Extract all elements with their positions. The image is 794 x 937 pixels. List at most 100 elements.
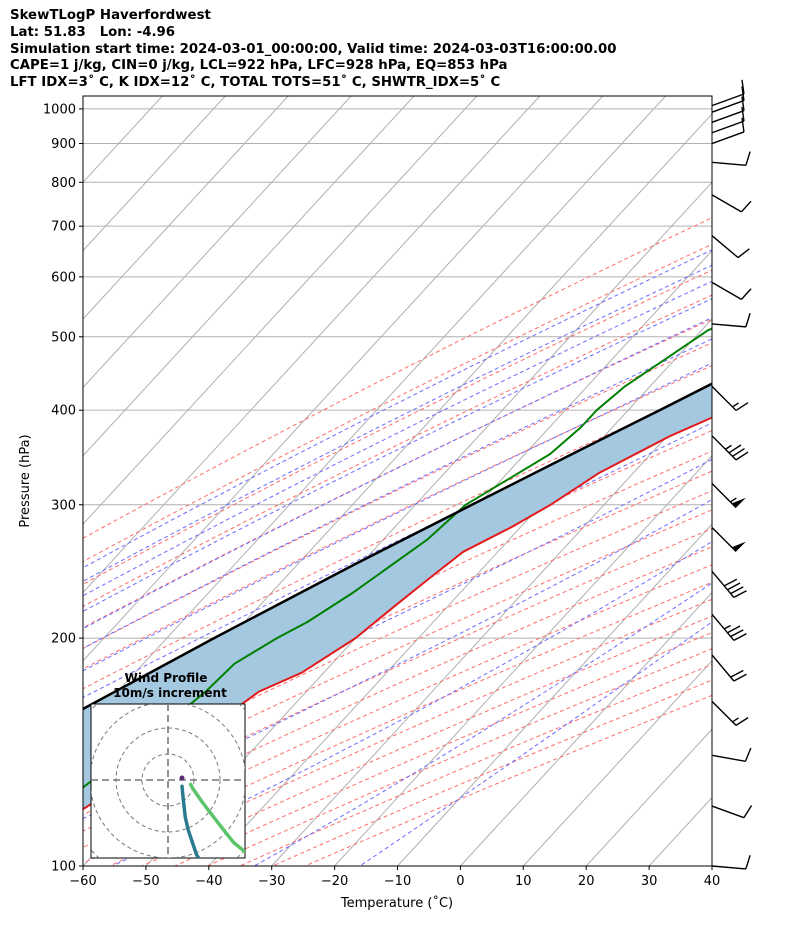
y-tick-label: 600 bbox=[51, 270, 76, 285]
dry-adiabat bbox=[83, 269, 712, 585]
y-tick-label: 300 bbox=[51, 498, 76, 513]
wind-barb bbox=[711, 613, 747, 641]
isotherm-line bbox=[711, 865, 712, 866]
wind-barb bbox=[711, 385, 749, 412]
wind-barb bbox=[711, 570, 747, 599]
wind-barb bbox=[711, 435, 749, 461]
wind-barb-flag bbox=[741, 86, 745, 101]
wind-barb-flag bbox=[741, 79, 745, 95]
dewpoint-line bbox=[83, 327, 712, 789]
wind-barb-flag bbox=[740, 200, 752, 213]
wind-barb bbox=[711, 855, 751, 870]
moist-adiabat bbox=[83, 498, 712, 820]
x-tick-label: −20 bbox=[321, 874, 348, 889]
wind-barb bbox=[711, 483, 746, 509]
y-tick-label: 800 bbox=[51, 176, 76, 191]
isotherm-line bbox=[83, 96, 352, 389]
wind-barb-staff bbox=[711, 526, 737, 552]
wind-barb-flag bbox=[733, 590, 747, 599]
moist-adiabat bbox=[83, 362, 712, 672]
wind-barb-staff bbox=[711, 235, 739, 259]
wind-barb bbox=[711, 281, 752, 300]
isotherm-line bbox=[83, 96, 289, 320]
x-tick-label: 10 bbox=[515, 874, 532, 889]
moist-adiabat bbox=[83, 249, 712, 569]
y-tick-label: 200 bbox=[51, 632, 76, 647]
moist-adiabat bbox=[83, 264, 712, 582]
wind-barb bbox=[711, 151, 751, 166]
x-axis-label: Temperature (˚C) bbox=[340, 895, 453, 911]
isotherm-line bbox=[83, 96, 604, 662]
wind-barb-half-flag bbox=[725, 444, 732, 450]
hodograph-lower-trace bbox=[180, 784, 201, 858]
isotherm-line bbox=[460, 591, 712, 866]
wind-barb bbox=[711, 526, 746, 552]
wind-barb-staff bbox=[711, 120, 745, 134]
isotherm-line bbox=[83, 96, 666, 730]
y-axis-label: Pressure (hPa) bbox=[18, 434, 33, 527]
isotherm-line bbox=[83, 96, 478, 525]
wind-barb-staff bbox=[711, 385, 737, 411]
y-tick-label: 1000 bbox=[43, 102, 76, 117]
y-tick-label: 100 bbox=[51, 860, 76, 875]
cape-shading bbox=[83, 383, 712, 810]
dry-adiabat bbox=[83, 243, 712, 563]
wind-barb-staff bbox=[711, 99, 745, 113]
wind-barb-staff bbox=[711, 654, 735, 682]
x-tick-label: 20 bbox=[578, 874, 595, 889]
moist-adiabat bbox=[83, 280, 712, 597]
wind-barb-flag bbox=[741, 106, 745, 122]
x-tick-label: −10 bbox=[384, 874, 411, 889]
wind-barb bbox=[711, 96, 745, 123]
x-tick-label: 40 bbox=[704, 874, 721, 889]
wind-barb-flag bbox=[737, 248, 750, 259]
wind-profile-inset: Wind Profile 10m/s increment bbox=[90, 671, 246, 859]
y-tick-label: 700 bbox=[51, 220, 76, 235]
wind-barb-flag bbox=[735, 402, 749, 412]
x-axis: −60 −50 −40 −30 −20 −10 0 10 20 30 40 bbox=[69, 866, 720, 889]
isotherm-line bbox=[208, 318, 712, 866]
wind-barb bbox=[711, 312, 751, 328]
wind-barb-flag bbox=[730, 669, 744, 678]
x-tick-label: 30 bbox=[641, 874, 658, 889]
wind-barb-half-flag bbox=[732, 717, 739, 723]
wind-barb-flag bbox=[727, 625, 741, 634]
isotherm-line bbox=[585, 728, 712, 866]
indices-line-1: CAPE=1 j/kg, CIN=0 j/kg, LCL=922 hPa, LF… bbox=[10, 58, 508, 74]
parcel-line bbox=[83, 382, 712, 711]
wind-barb-flag bbox=[743, 805, 753, 819]
wind-barb-staff bbox=[711, 281, 742, 300]
wind-barb bbox=[711, 86, 745, 113]
chart-header: SkewTLogP Haverfordwest Lat: 51.83 Lon: … bbox=[10, 8, 617, 92]
x-tick-label: 0 bbox=[456, 874, 464, 889]
wind-barb-staff bbox=[711, 93, 745, 107]
wind-barb bbox=[711, 194, 752, 213]
hodograph-origin-marker bbox=[179, 775, 185, 781]
inset-subtitle: 10m/s increment bbox=[113, 686, 227, 700]
dry-adiabat bbox=[83, 546, 712, 832]
time-line: Simulation start time: 2024-03-01_00:00:… bbox=[10, 41, 617, 57]
wind-barb-flag bbox=[733, 673, 747, 682]
wind-barb-flag bbox=[741, 117, 745, 133]
wind-barb-flag bbox=[735, 451, 749, 461]
wind-barb-staff bbox=[711, 805, 745, 819]
wind-barb bbox=[711, 79, 745, 107]
isotherm-line bbox=[83, 96, 226, 252]
wind-barb-staff bbox=[711, 131, 745, 145]
dry-adiabat bbox=[83, 450, 712, 746]
wind-barb-flag bbox=[741, 96, 745, 111]
isotherm-line bbox=[397, 523, 712, 866]
wind-barb-pennant bbox=[731, 541, 746, 552]
cape-area bbox=[83, 383, 712, 810]
wind-barb-flag bbox=[744, 747, 752, 762]
wind-barb-half-flag bbox=[730, 497, 737, 503]
wind-barb-staff bbox=[711, 323, 746, 328]
x-tick-label: −50 bbox=[132, 874, 159, 889]
wind-barb-flag bbox=[727, 582, 741, 591]
wind-barb-staff bbox=[711, 194, 742, 213]
wind-barb-staff bbox=[711, 754, 746, 762]
chart-title: SkewTLogP Haverfordwest bbox=[10, 8, 211, 23]
wind-barb-half-flag bbox=[723, 624, 731, 630]
isotherm-line bbox=[83, 96, 415, 457]
wind-barb-flag bbox=[730, 629, 744, 638]
